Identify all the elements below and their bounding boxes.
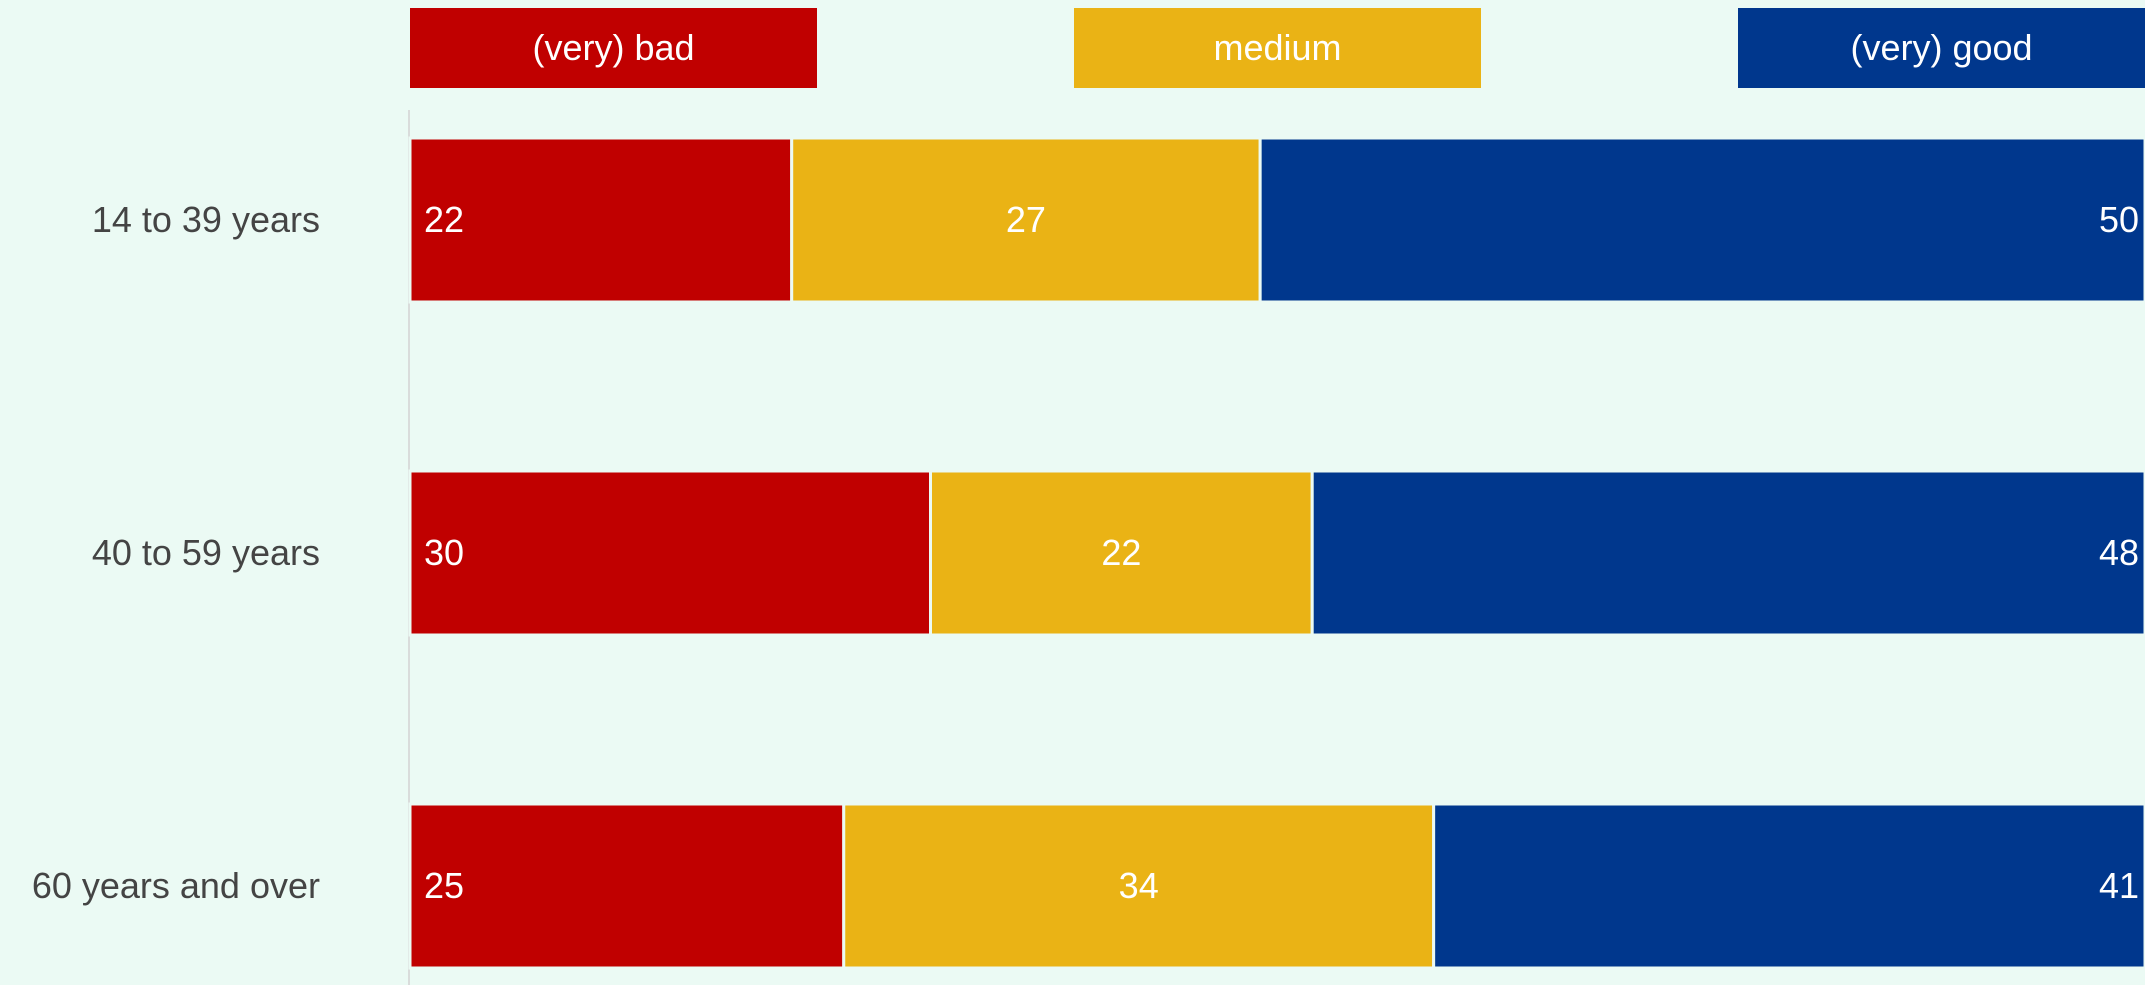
bar-segment-very-bad: [408, 136, 794, 304]
value-label-very-bad: 22: [424, 199, 464, 240]
category-labels: 14 to 39 years 40 to 59 years 60 years and…: [32, 199, 320, 906]
bar-segment-very-good: [1310, 469, 2145, 637]
bar-segment-medium: [929, 469, 1314, 637]
value-label-very-good: 50: [2099, 199, 2139, 240]
category-label-40-to-59-years: 40 to 59 years: [92, 532, 320, 573]
bar-row-14-to-39-years: 22 27 50: [408, 136, 2145, 304]
value-label-medium: 22: [1101, 532, 1141, 573]
value-label-medium: 27: [1006, 199, 1046, 240]
bar-segment-very-good: [1258, 136, 2145, 304]
value-label-very-bad: 30: [424, 532, 464, 573]
legend-item-very-good: (very) good: [1738, 8, 2145, 88]
category-label-14-to-39-years: 14 to 39 years: [92, 199, 320, 240]
bar-row-40-to-59-years: 30 22 48: [408, 469, 2145, 637]
bars: 22 27 50 30 22 48 25 34 41: [408, 136, 2145, 970]
value-label-medium: 34: [1119, 865, 1159, 906]
value-label-very-good: 41: [2099, 865, 2139, 906]
legend-swatch-very-good: [1738, 8, 2145, 88]
legend-label-very-bad: (very) bad: [532, 27, 694, 68]
bar-segment-very-good: [1432, 802, 2145, 970]
bar-row-60-years-and-over: 25 34 41: [408, 802, 2145, 970]
value-label-very-bad: 25: [424, 865, 464, 906]
legend-swatch-medium: [1074, 8, 1481, 88]
legend-item-very-bad: (very) bad: [410, 8, 817, 88]
value-label-very-good: 48: [2099, 532, 2139, 573]
category-label-60-years-and-over: 60 years and over: [32, 865, 320, 906]
bar-segment-very-bad: [408, 469, 932, 637]
legend: (very) bad medium (very) good: [410, 8, 2145, 88]
legend-label-very-good: (very) good: [1850, 27, 2032, 68]
bar-segment-medium: [842, 802, 1436, 970]
bar-segment-very-bad: [408, 802, 846, 970]
legend-item-medium: medium: [1074, 8, 1481, 88]
legend-swatch-very-bad: [410, 8, 817, 88]
legend-label-medium: medium: [1213, 27, 1341, 68]
